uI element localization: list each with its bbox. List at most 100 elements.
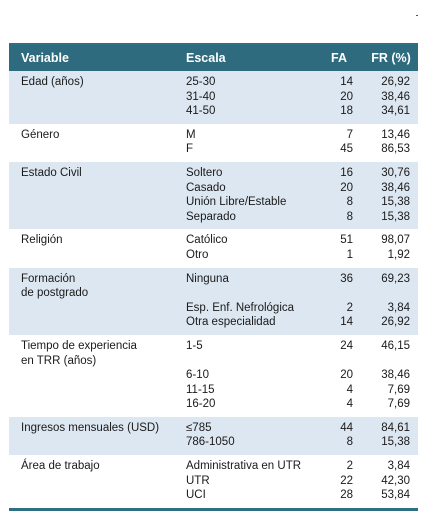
header-scale: Escala — [186, 51, 226, 65]
table-group: Estado Civil Soltero 16 30,76 Casado 20 38,46 U… — [9, 161, 418, 230]
scale-cell: 16-20 — [186, 398, 216, 411]
table-row: UCI 28 53,84 — [9, 488, 418, 503]
fr-cell: 38,46 — [381, 90, 410, 103]
table-row: Formación de postgrado Ninguna 36 69,23 — [9, 272, 418, 301]
fr-cell: 98,07 — [381, 234, 410, 247]
fa-cell: 36 — [340, 272, 353, 285]
fa-cell: 20 — [340, 369, 353, 382]
variable-label: Edad (años) — [21, 76, 84, 88]
variable-cell-empty — [9, 104, 184, 119]
fa-cell: 8 — [346, 196, 353, 209]
variable-cell-empty — [9, 315, 184, 330]
table-row: Estado Civil Soltero 16 30,76 — [9, 166, 418, 181]
table-row: 11-15 4 7,69 — [9, 383, 418, 398]
variable-cell: Estado Civil — [9, 166, 184, 181]
scale-cell: M — [186, 128, 196, 141]
scale-cell: Casado — [186, 181, 226, 194]
table-row: Separado 8 15,38 — [9, 210, 418, 225]
page-mark — [416, 15, 418, 16]
fr-cell: 38,46 — [381, 181, 410, 194]
fr-cell: 15,38 — [381, 210, 410, 223]
fr-cell: 15,38 — [381, 196, 410, 209]
variable-cell-empty — [9, 301, 184, 316]
variable-cell: Tiempo de experiencia en TRR (años) — [9, 339, 184, 368]
table-group: Formación de postgrado Ninguna 36 69,23 Esp.… — [9, 267, 418, 335]
fa-cell: 44 — [340, 421, 353, 434]
variable-cell: Religión — [9, 233, 184, 248]
variable-label: Género — [21, 128, 60, 141]
table-row: 786-1050 8 15,38 — [9, 435, 418, 450]
fa-cell: 14 — [340, 76, 353, 88]
table-row: Edad (años) 25-30 14 26,92 — [9, 75, 418, 90]
variable-cell-empty — [9, 195, 184, 210]
table-row: Casado 20 38,46 — [9, 181, 418, 196]
table-row: Área de trabajo Administrativa en UTR 2 3,8… — [9, 459, 418, 474]
table-group: Ingresos mensuales (USD) ≤785 44 84,61 786-1… — [9, 416, 418, 456]
fr-cell: 53,84 — [381, 489, 410, 502]
scale-cell: 25-30 — [186, 76, 216, 88]
fr-cell: 26,92 — [381, 316, 410, 329]
table-row: 31-40 20 38,46 — [9, 90, 418, 105]
fr-cell: 46,15 — [381, 339, 410, 352]
scale-cell: 786-1050 — [186, 436, 235, 449]
header-variable: Variable — [21, 51, 69, 65]
scale-cell: Otra especialidad — [186, 316, 276, 329]
table-group: Área de trabajo Administrativa en UTR 2 3,8… — [9, 455, 418, 508]
variable-cell-empty — [9, 142, 184, 157]
table-row: F 45 86,53 — [9, 142, 418, 157]
scale-cell: ≤785 — [186, 421, 212, 434]
variable-label: Tiempo de experiencia en TRR (años) — [21, 339, 137, 367]
variable-cell-empty — [9, 368, 184, 383]
variable-cell: Género — [9, 128, 184, 143]
fa-cell: 22 — [340, 474, 353, 487]
fa-cell: 1 — [346, 248, 353, 261]
table-row: 16-20 4 7,69 — [9, 397, 418, 412]
table-header-row: Variable Escala FA FR (%) — [9, 45, 418, 71]
fr-cell: 1,92 — [387, 248, 410, 261]
variable-cell: Área de trabajo — [9, 459, 184, 474]
scale-cell: 11-15 — [186, 383, 215, 396]
table-row: Religión Católico 51 98,07 — [9, 233, 418, 248]
fa-cell: 2 — [346, 460, 353, 473]
fr-cell: 34,61 — [381, 105, 410, 118]
variable-cell-empty — [9, 383, 184, 398]
scale-cell: Unión Libre/Estable — [186, 196, 287, 209]
fr-cell: 3,84 — [387, 301, 410, 314]
fa-cell: 4 — [346, 383, 353, 396]
variable-label: Estado Civil — [21, 166, 82, 179]
scale-cell: 41-50 — [186, 105, 216, 118]
fr-cell: 69,23 — [381, 272, 410, 285]
fa-cell: 8 — [346, 436, 353, 449]
scale-cell: Administrativa en UTR — [186, 460, 302, 473]
scale-cell: UCI — [186, 489, 206, 502]
fr-cell: 7,69 — [387, 398, 410, 411]
table-row: UTR 22 42,30 — [9, 474, 418, 489]
variable-cell-empty — [9, 90, 184, 105]
scale-cell: Soltero — [186, 166, 223, 179]
variable-label: Religión — [21, 234, 63, 247]
fr-cell: 30,76 — [381, 166, 410, 179]
fr-cell: 15,38 — [381, 436, 410, 449]
fr-cell: 86,53 — [381, 143, 410, 156]
table-row: Otro 1 1,92 — [9, 248, 418, 263]
fa-cell: 2 — [346, 301, 353, 314]
table-row: Tiempo de experiencia en TRR (años) 1-5 24… — [9, 339, 418, 368]
table-row: Esp. Enf. Nefrológica 2 3,84 — [9, 301, 418, 316]
fa-cell: 20 — [340, 90, 353, 103]
table-top-rule — [9, 43, 418, 45]
scale-cell: Esp. Enf. Nefrológica — [186, 301, 295, 314]
variable-cell: Formación de postgrado — [9, 272, 184, 301]
table-row: Unión Libre/Estable 8 15,38 — [9, 195, 418, 210]
fa-cell: 8 — [346, 210, 353, 223]
scale-cell: Ninguna — [186, 272, 229, 285]
variable-cell-empty — [9, 248, 184, 263]
table-row: Ingresos mensuales (USD) ≤785 44 84,61 — [9, 421, 418, 436]
scale-cell: Separado — [186, 210, 236, 223]
variable-cell-empty — [9, 474, 184, 489]
variable-cell-empty — [9, 435, 184, 450]
header-fr: FR (%) — [371, 51, 411, 65]
fr-cell: 38,46 — [381, 369, 410, 382]
fa-cell: 24 — [340, 339, 353, 352]
table-body: Edad (años) 25-30 14 26,92 31-40 20 38,46 41-50… — [9, 71, 418, 508]
table-bottom-rule — [9, 507, 418, 511]
